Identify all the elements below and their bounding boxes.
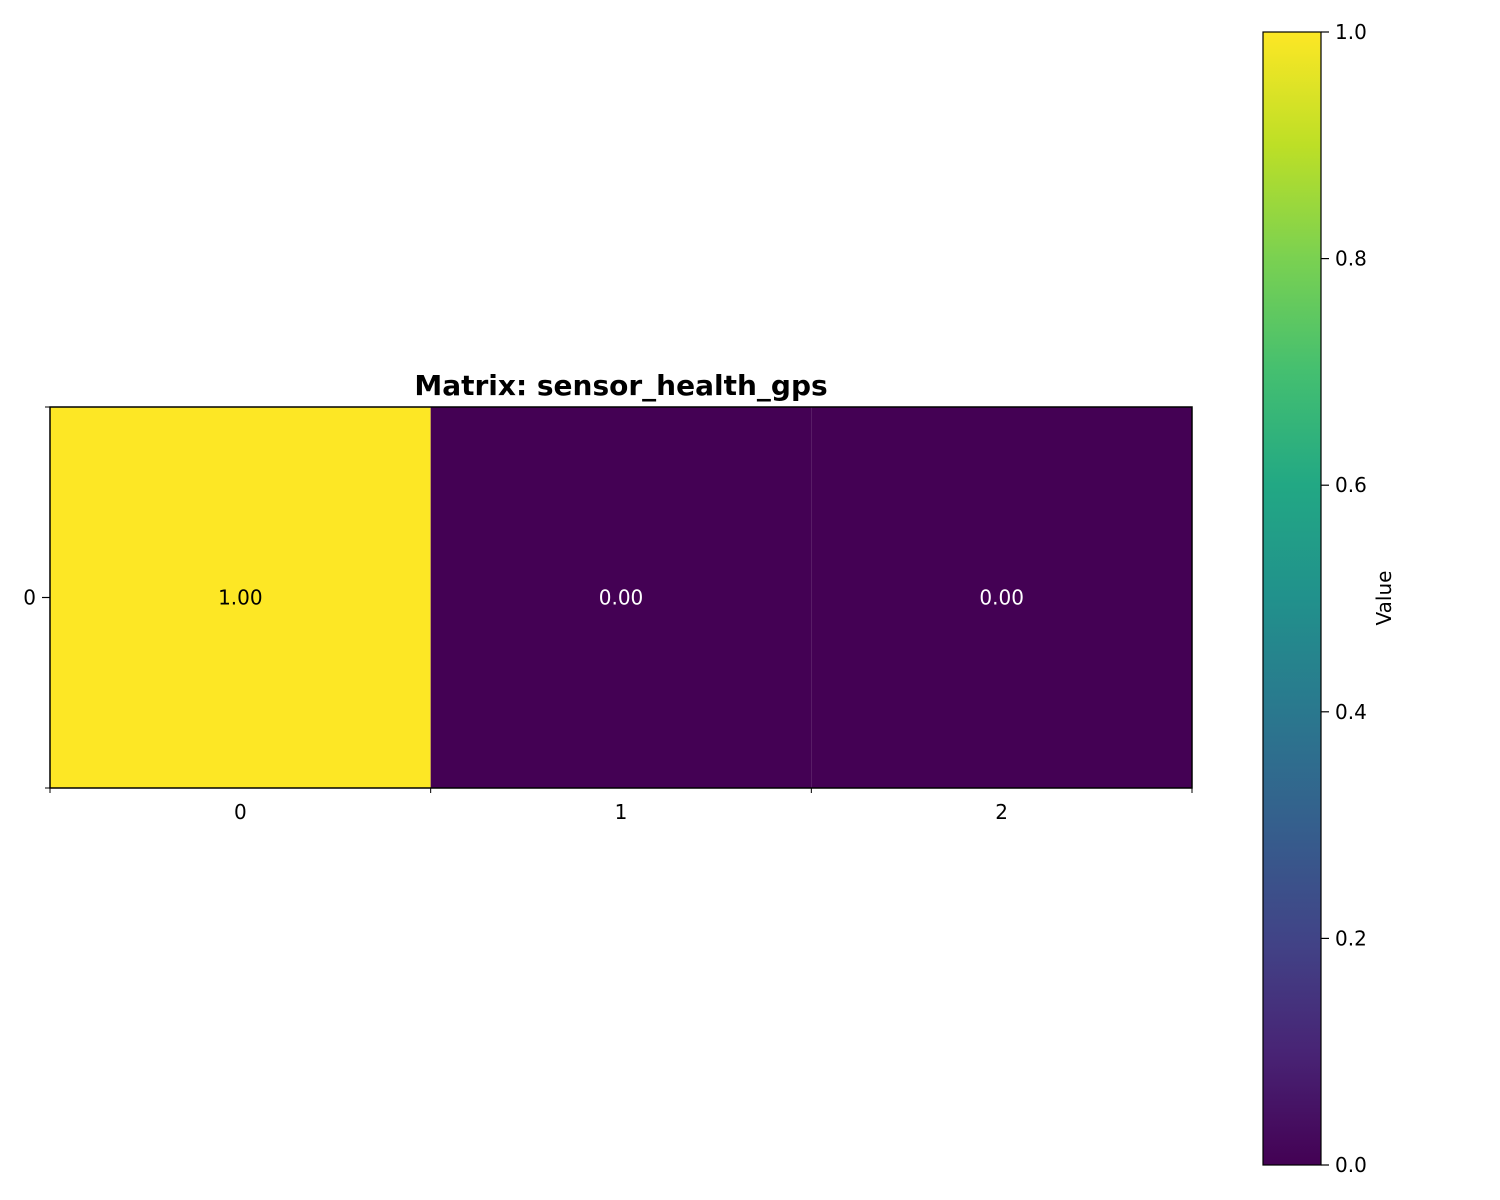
x-tick-label: 2 <box>995 800 1008 824</box>
colorbar-ticks: 0.0 0.2 0.4 0.6 0.8 1.0 <box>1321 20 1367 1177</box>
heatmap-cell <box>50 407 431 788</box>
x-axis: 0 1 2 <box>49 788 1193 824</box>
y-tick-label: 0 <box>23 586 36 610</box>
colorbar-tick-label: 0.2 <box>1335 926 1367 950</box>
colorbar-tick-label: 0.4 <box>1335 700 1367 724</box>
cell-value-label: 0.00 <box>599 586 644 610</box>
cell-value-label: 0.00 <box>979 586 1024 610</box>
colorbar-tick-label: 0.0 <box>1335 1153 1367 1177</box>
heatmap-cell <box>430 407 812 788</box>
colorbar-tick-label: 0.6 <box>1335 473 1367 497</box>
colorbar-label: Value <box>1372 571 1396 626</box>
y-axis: 0 <box>23 406 50 789</box>
heatmap-cells: 1.00 0.00 0.00 <box>50 407 1192 788</box>
cell-value-label: 1.00 <box>218 586 263 610</box>
x-tick-label: 0 <box>234 800 247 824</box>
heatmap-cell <box>811 407 1192 788</box>
x-tick-label: 1 <box>615 800 628 824</box>
colorbar-tick-label: 1.0 <box>1335 20 1367 44</box>
colorbar-tick-label: 0.8 <box>1335 247 1367 271</box>
chart-title: Matrix: sensor_health_gps <box>414 369 827 402</box>
colorbar-gradient <box>1262 31 1322 1166</box>
colorbar: 0.0 0.2 0.4 0.6 0.8 1.0 Value <box>1262 20 1396 1177</box>
